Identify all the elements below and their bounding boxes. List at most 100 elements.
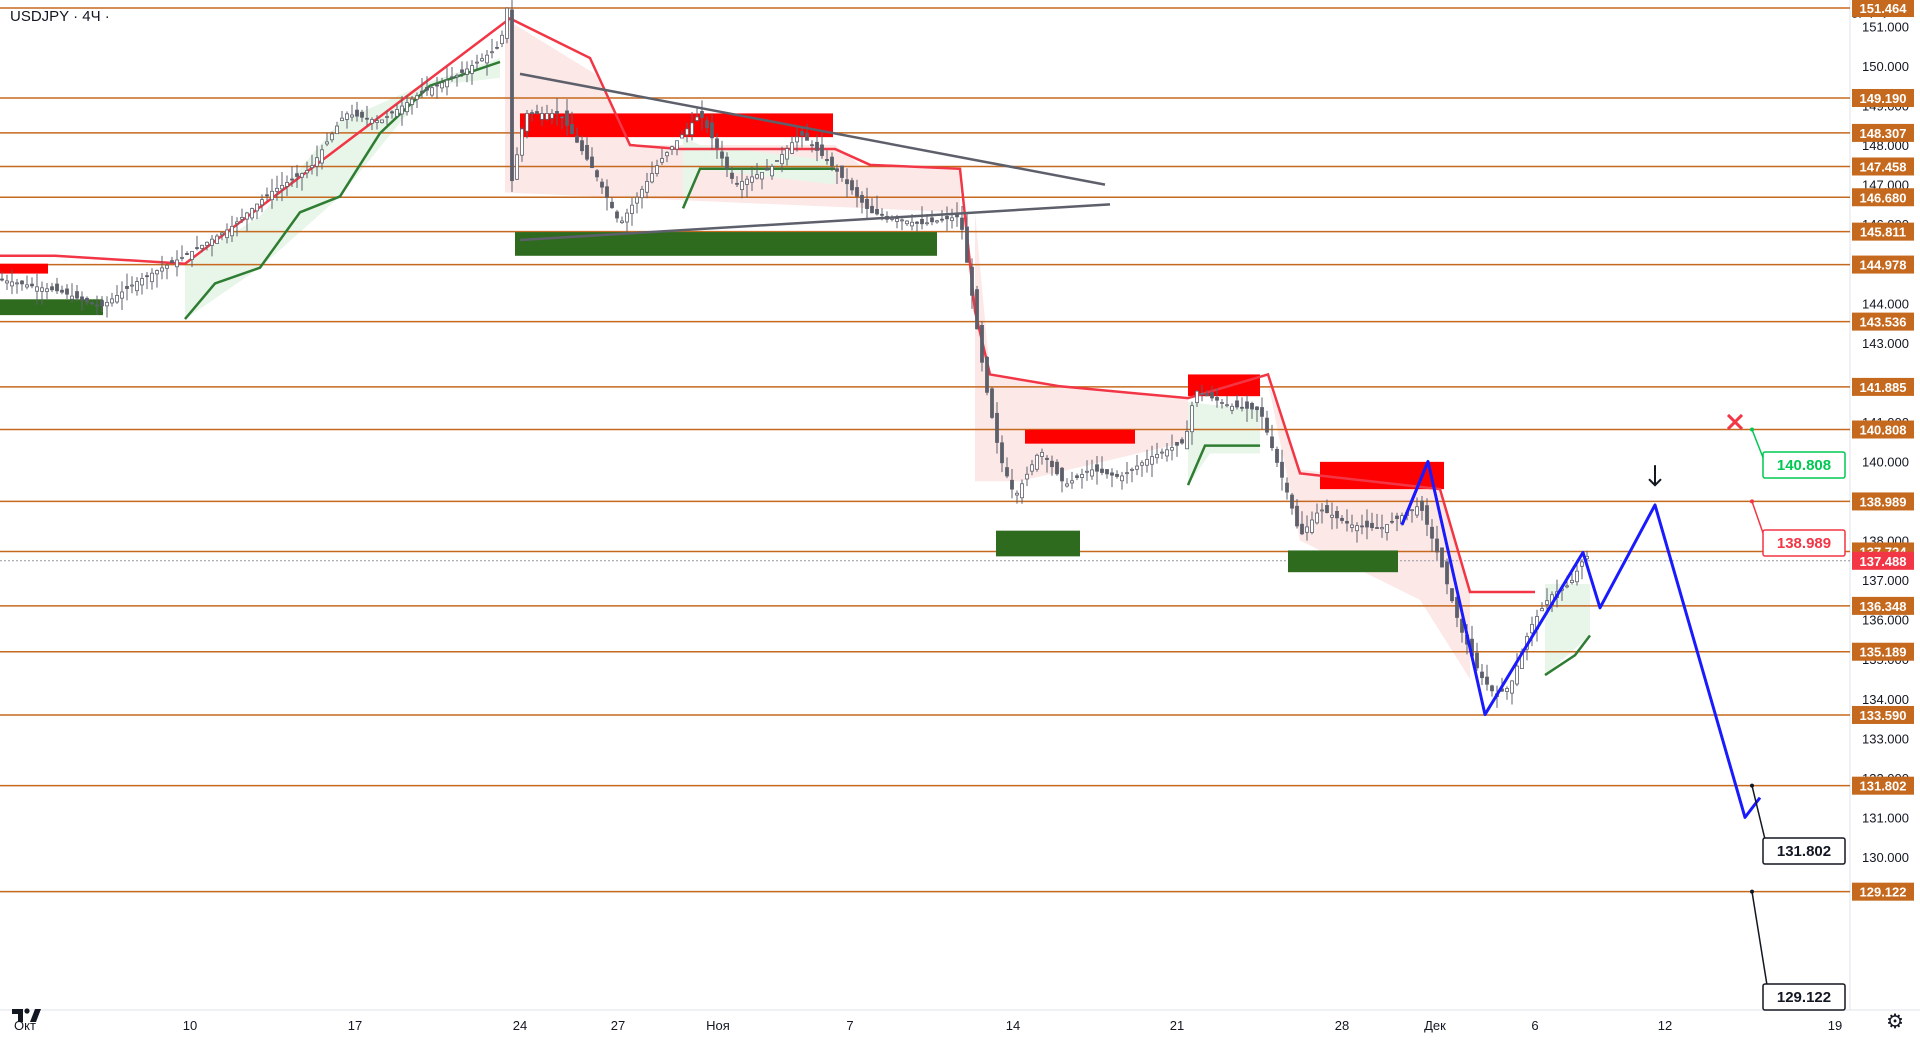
chart-title: USDJPY · 4Ч ·: [10, 8, 110, 25]
level-price-text: 148.307: [1860, 126, 1907, 141]
price-callout[interactable]: 129.122: [1750, 889, 1846, 1011]
candle-body: [1270, 436, 1274, 449]
level-price-label: 131.802: [1852, 776, 1914, 795]
candle-body: [280, 184, 284, 190]
candle-body: [600, 181, 604, 188]
candle-body: [375, 120, 379, 123]
candle-body: [195, 247, 199, 249]
candle-body: [1050, 460, 1054, 468]
candle-body: [1215, 397, 1219, 401]
candle-body: [1415, 506, 1419, 516]
candle-body: [135, 281, 139, 292]
candle-body: [435, 84, 439, 87]
supply-zone: [1025, 429, 1135, 444]
candle-body: [710, 122, 714, 139]
down-arrow-icon: [1648, 465, 1662, 487]
x-tick-label: 24: [513, 1018, 527, 1033]
level-price-text: 129.122: [1860, 885, 1907, 900]
level-price-text: 143.536: [1860, 315, 1907, 330]
tradingview-logo-icon: [12, 1005, 46, 1027]
candle-body: [725, 156, 729, 169]
price-callout[interactable]: 138.989: [1750, 499, 1846, 557]
candle-body: [1065, 483, 1069, 487]
candle-body: [475, 61, 479, 64]
candle-body: [1085, 470, 1089, 473]
level-price-text: 135.189: [1860, 645, 1907, 660]
candle-body: [90, 302, 94, 305]
candle-body: [1245, 401, 1249, 409]
candle-body: [1235, 400, 1239, 408]
candle-body: [755, 174, 759, 179]
current-price-text: 137.488: [1860, 554, 1907, 569]
x-tick-label: 21: [1170, 1018, 1184, 1033]
candle-body: [1545, 600, 1549, 605]
candle-body: [820, 144, 824, 156]
candle-body: [370, 119, 374, 124]
candle-body: [335, 125, 339, 135]
candle-body: [10, 281, 14, 287]
candle-body: [170, 260, 174, 264]
candle-body: [1480, 671, 1484, 679]
candle-body: [1120, 475, 1124, 482]
price-callout[interactable]: 131.802: [1750, 783, 1846, 865]
x-tick-label: Дек: [1424, 1018, 1446, 1033]
y-tick-label: 131.000: [1862, 810, 1909, 825]
candle-body: [865, 198, 869, 209]
candle-body: [610, 201, 614, 209]
candle-body: [265, 194, 269, 197]
candle-body: [1330, 514, 1334, 518]
x-tick-label: 6: [1531, 1018, 1538, 1033]
candle-body: [500, 34, 504, 45]
trendline-lower: [519, 203, 1111, 242]
price-callout[interactable]: 140.808: [1750, 427, 1846, 479]
candle-body: [1300, 523, 1304, 535]
x-tick-label: 19: [1828, 1018, 1842, 1033]
candle-body: [425, 86, 429, 91]
x-tick-label: 10: [183, 1018, 197, 1033]
candle-body: [410, 98, 414, 105]
candle-body: [1255, 406, 1259, 411]
candle-body: [810, 144, 814, 147]
candle-body: [955, 214, 959, 218]
candle-body: [300, 173, 304, 178]
candle-body: [630, 204, 634, 214]
candle-body: [540, 113, 544, 120]
candle-body: [680, 134, 684, 139]
candle-body: [185, 253, 189, 255]
y-tick-label: 137.000: [1862, 573, 1909, 588]
candle-body: [310, 165, 314, 168]
candle-body: [1305, 526, 1309, 533]
candle-body: [1580, 561, 1584, 567]
candle-body: [1365, 520, 1369, 528]
candle-body: [1010, 479, 1014, 490]
candle-body: [535, 111, 539, 114]
candle-body: [1130, 468, 1134, 471]
demand-zone: [996, 530, 1080, 557]
candle-body: [575, 135, 579, 143]
x-tick-label: 7: [846, 1018, 853, 1033]
candle-body: [495, 46, 499, 49]
candle-body: [685, 128, 689, 136]
candle-body: [1505, 688, 1509, 692]
level-price-label: 136.348: [1852, 596, 1914, 615]
cross-icon: [1726, 413, 1744, 430]
candle-body: [925, 222, 929, 225]
candle-body: [1370, 522, 1374, 529]
x-tick-label: 12: [1658, 1018, 1672, 1033]
candle-body: [165, 264, 169, 269]
candle-body: [930, 217, 934, 223]
candles: [0, 0, 1589, 708]
candle-body: [530, 112, 534, 114]
candle-body: [45, 288, 49, 292]
candle-body: [595, 170, 599, 178]
candle-body: [1095, 464, 1099, 472]
candle-body: [395, 109, 399, 117]
candle-body: [1395, 515, 1399, 519]
gear-icon[interactable]: ⚙: [1886, 1011, 1904, 1033]
candle-body: [1475, 652, 1479, 669]
candle-body: [1060, 467, 1064, 482]
candle-body: [270, 190, 274, 201]
level-price-label: 135.189: [1852, 642, 1914, 661]
candle-body: [210, 238, 214, 246]
